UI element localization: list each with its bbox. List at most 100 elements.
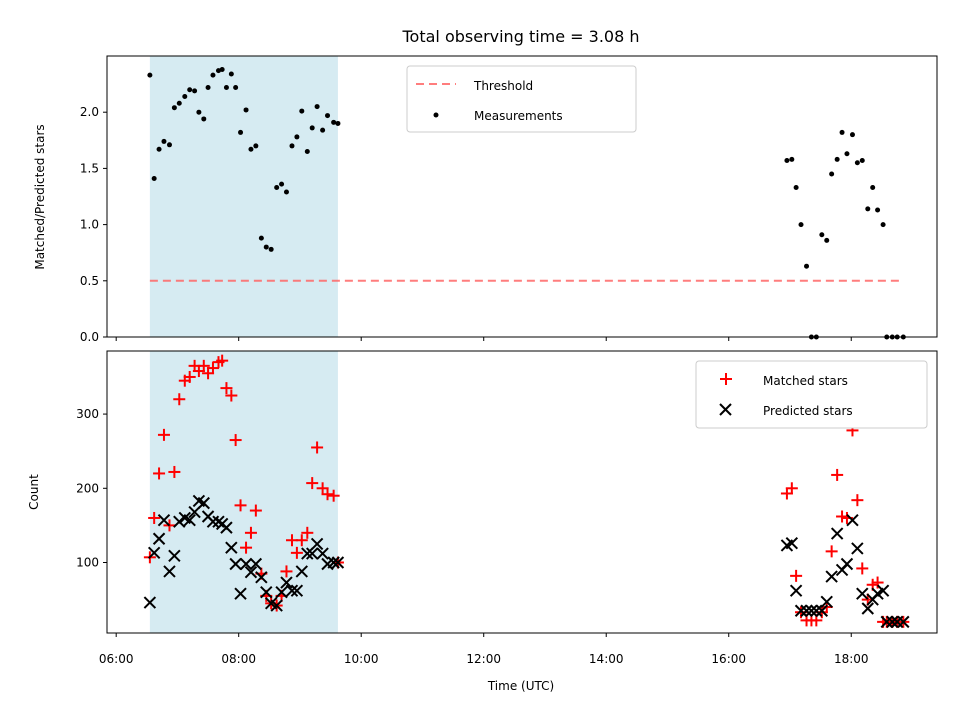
x-tick-label: 10:00	[344, 652, 379, 666]
measurement-point	[156, 146, 162, 152]
measurement-point	[201, 116, 207, 122]
measurement-points	[147, 66, 906, 340]
measurement-point	[331, 119, 337, 125]
measurement-point	[844, 151, 850, 157]
predicted-star-point	[876, 584, 890, 597]
measurement-point	[789, 156, 795, 162]
measurement-point	[793, 185, 799, 191]
predicted-legend-swatch	[719, 403, 732, 416]
measurement-point	[839, 129, 845, 135]
top-y-tick-label: 2.0	[80, 105, 99, 119]
predicted-star-point	[805, 604, 818, 617]
measurement-point	[233, 84, 239, 90]
matched-star-point	[216, 354, 229, 367]
x-tick-label: 14:00	[589, 652, 624, 666]
measurement-point	[314, 104, 320, 110]
measurement-point	[829, 171, 835, 177]
measurement-point	[299, 108, 305, 114]
bottom-legend: Matched stars Predicted stars	[695, 360, 928, 429]
predicted-star-point	[789, 584, 803, 597]
matched-star-point	[790, 569, 803, 582]
predicted-star-point	[815, 604, 829, 617]
measurement-point	[166, 142, 172, 148]
legend-predicted-label: Predicted stars	[763, 404, 853, 418]
matched-star-point	[311, 441, 324, 454]
bottom-y-tick-label: 100	[76, 556, 99, 570]
measurement-point	[219, 66, 225, 72]
x-tick-label: 08:00	[221, 652, 256, 666]
measurement-point	[248, 146, 254, 152]
measurement-point	[238, 129, 244, 135]
predicted-star-point	[305, 547, 319, 560]
predicted-star-point	[840, 557, 854, 571]
measurement-point	[182, 93, 188, 99]
measurement-point	[228, 71, 234, 77]
predicted-star-point	[285, 584, 299, 597]
matched-star-point	[249, 504, 262, 517]
predicted-star-point	[800, 604, 813, 617]
measurement-point	[804, 263, 810, 269]
matched-star-point	[225, 389, 238, 402]
top-y-tick-label: 1.5	[80, 161, 99, 175]
predicted-star-point	[275, 585, 288, 599]
predicted-star-point	[197, 496, 210, 510]
matched-star-point	[851, 494, 864, 507]
measurement-point	[171, 105, 177, 111]
x-tick-label: 18:00	[834, 652, 869, 666]
measurement-point	[875, 207, 881, 213]
predicted-star-point	[229, 557, 242, 571]
predicted-star-point	[897, 615, 910, 629]
matched-star-point	[206, 362, 219, 375]
predicted-star-point	[183, 513, 196, 527]
measurement-point	[283, 189, 289, 195]
matched-star-point	[825, 545, 838, 558]
measurement-point	[859, 158, 865, 164]
top-legend-box	[406, 65, 637, 133]
matched-star-point	[321, 488, 334, 501]
chart-title: Total observing time = 3.08 h	[401, 27, 639, 46]
matched-star-point	[856, 562, 869, 575]
measurement-point	[161, 138, 167, 144]
predicted-star-point	[173, 515, 186, 528]
measurement-point	[274, 185, 280, 191]
matched-star-point	[229, 434, 242, 447]
predicted-star-point	[157, 513, 171, 527]
bottom-y-ticks: 100 200 300	[76, 407, 107, 570]
legend-threshold-label: Threshold	[473, 79, 533, 93]
matched-star-point	[240, 541, 253, 554]
measurement-point	[196, 109, 202, 115]
matched-star-point	[153, 467, 166, 480]
measurement-point	[325, 113, 331, 119]
measurement-point	[849, 132, 855, 138]
measurement-point	[253, 143, 259, 149]
predicted-star-point	[331, 556, 345, 569]
measurement-point	[258, 235, 264, 241]
x-tick-label: 06:00	[99, 652, 134, 666]
measurement-point	[243, 107, 249, 113]
predicted-star-point	[886, 615, 899, 629]
predicted-star-point	[846, 513, 859, 527]
predicted-star-point	[206, 515, 220, 528]
bottom-y-axis-label: Count	[27, 474, 41, 510]
top-legend: Threshold Measurements	[406, 65, 637, 133]
predicted-star-point	[163, 565, 176, 578]
measurement-point	[263, 244, 269, 250]
matched-star-point	[831, 468, 844, 481]
predicted-star-point	[220, 521, 233, 534]
measurement-point	[279, 181, 285, 187]
predicted-star-point	[825, 570, 838, 583]
predicted-star-point	[143, 596, 157, 609]
legend-matched-label: Matched stars	[763, 374, 848, 388]
predicted-stars-points	[143, 494, 910, 629]
predicted-star-point	[249, 557, 263, 571]
measurement-point	[880, 222, 886, 228]
measurement-point	[223, 84, 229, 90]
matched-star-point	[295, 534, 308, 547]
measurement-point	[834, 156, 840, 162]
x-tick-label: 12:00	[466, 652, 501, 666]
measurement-legend-swatch	[433, 112, 439, 118]
predicted-star-point	[212, 515, 225, 528]
predicted-star-point	[290, 584, 304, 597]
predicted-star-point	[327, 556, 340, 569]
matched-star-point	[290, 546, 303, 559]
